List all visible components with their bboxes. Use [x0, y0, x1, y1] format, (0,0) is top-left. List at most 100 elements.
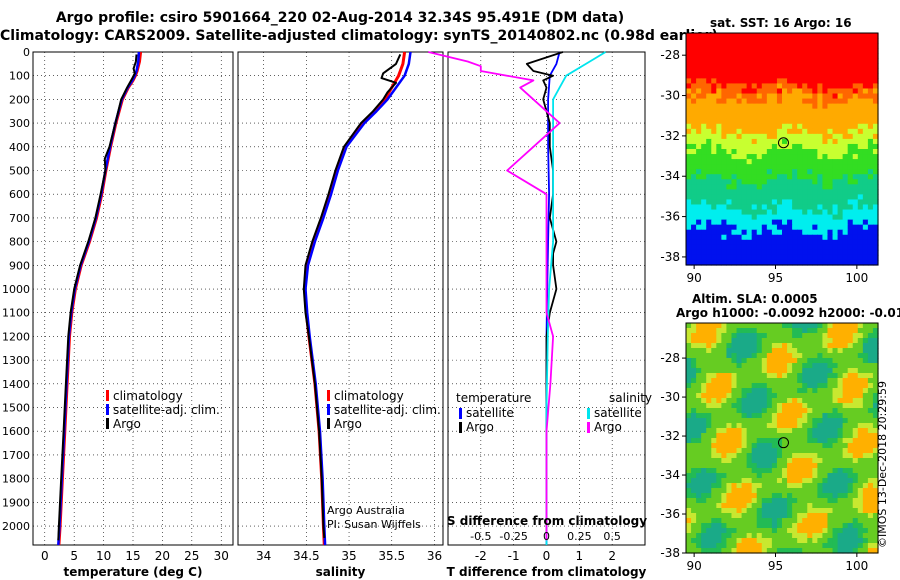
- x-tick-label: -1: [508, 549, 520, 563]
- top-x-tick-label: -0.25: [499, 530, 527, 543]
- top-x-tick-label: 0.25: [567, 530, 592, 543]
- y-tick-label: 1700: [2, 449, 30, 462]
- series-line-salinity-satellite: [545, 51, 607, 545]
- legend-swatch: [587, 408, 590, 419]
- series-line-argo: [302, 53, 402, 538]
- credit-line2: PI: Susan Wijffels: [327, 518, 421, 531]
- legend-label: Argo: [466, 420, 494, 434]
- chart-title-line1: Argo profile: csiro 5901664_220 02-Aug-2…: [55, 10, 625, 26]
- lon-tick-label: 95: [768, 559, 783, 573]
- x-tick-label: 34: [256, 549, 271, 563]
- lat-tick-label: -34: [660, 468, 680, 482]
- y-tick-label: 100: [9, 70, 30, 83]
- x-tick-label: 25: [184, 549, 199, 563]
- lat-tick-label: -38: [660, 546, 680, 560]
- x-tick-label: 15: [125, 549, 140, 563]
- lon-tick-label: 100: [845, 271, 868, 285]
- legend-label: Argo: [594, 420, 622, 434]
- y-tick-label: 200: [9, 93, 30, 106]
- sla-map-title2: Argo h1000: -0.0092 h2000: -0.019: [676, 306, 900, 320]
- sst-map-grid: [686, 33, 879, 266]
- lat-tick-label: -38: [660, 250, 680, 264]
- legend-swatch: [327, 390, 330, 401]
- y-tick-label: 1200: [2, 330, 30, 343]
- x-tick-label: 34.5: [293, 549, 320, 563]
- lat-tick-label: -36: [660, 507, 680, 521]
- legend-swatch: [459, 408, 462, 419]
- legend-swatch: [106, 404, 109, 415]
- y-tick-label: 1800: [2, 473, 30, 486]
- series-line-climatology: [57, 51, 143, 546]
- y-tick-label: 900: [9, 259, 30, 272]
- x-axis-label: T difference from climatology: [447, 565, 647, 579]
- legend-title-salinity: salinity: [609, 391, 652, 405]
- lon-tick-label: 90: [686, 271, 701, 285]
- x-tick-label: 35: [341, 549, 356, 563]
- chart-title-line2: Climatology: CARS2009. Satellite-adjuste…: [0, 28, 718, 44]
- lon-tick-label: 100: [845, 559, 868, 573]
- y-tick-label: 1900: [2, 496, 30, 509]
- series-line-argo: [57, 54, 138, 541]
- x-tick-label: 1: [576, 549, 584, 563]
- lat-tick-label: -28: [660, 48, 680, 62]
- y-tick-label: 600: [9, 188, 30, 201]
- argo-float-marker: [777, 137, 789, 149]
- x-tick-label: 20: [155, 549, 170, 563]
- top-x-tick-label: 0: [543, 530, 550, 543]
- y-tick-label: 1600: [2, 425, 30, 438]
- x-tick-label: 10: [96, 549, 111, 563]
- top-x-tick-label: 0.5: [603, 530, 621, 543]
- legend-swatch: [327, 404, 330, 415]
- legend-swatch: [106, 390, 109, 401]
- legend-swatch: [587, 422, 590, 433]
- x-tick-label: 2: [608, 549, 616, 563]
- legend-swatch: [106, 418, 109, 429]
- x-tick-label: 0: [543, 549, 551, 563]
- y-tick-label: 1500: [2, 402, 30, 415]
- y-tick-label: 400: [9, 141, 30, 154]
- lat-tick-label: -32: [660, 129, 680, 143]
- y-tick-label: 0: [23, 46, 30, 59]
- x-tick-label: 30: [214, 549, 229, 563]
- sla-map-frame: [685, 322, 879, 554]
- series-line-satellite-adj-clim-: [57, 51, 141, 546]
- y-tick-label: 1100: [2, 307, 30, 320]
- legend-label: satellite: [594, 406, 642, 420]
- series-line-climatology: [303, 51, 407, 546]
- sla-map-grid: [686, 323, 879, 554]
- panel-frame-2: [237, 51, 444, 546]
- y-tick-label: 1400: [2, 378, 30, 391]
- series-line-salinity-argo: [428, 51, 561, 541]
- x-axis-label: temperature (deg C): [64, 565, 203, 579]
- x-tick-label: 5: [70, 549, 78, 563]
- sla-map-title1: Altim. SLA: 0.0005: [692, 292, 818, 306]
- legend-label: satellite: [466, 406, 514, 420]
- y-tick-label: 300: [9, 117, 30, 130]
- lat-tick-label: -30: [660, 89, 680, 103]
- lon-tick-label: 90: [686, 559, 701, 573]
- y-tick-label: 700: [9, 212, 30, 225]
- top-x-tick-label: -0.5: [470, 530, 491, 543]
- x-axis-label: salinity: [316, 565, 366, 579]
- legend-swatch: [459, 422, 462, 433]
- legend-label: Argo: [113, 417, 141, 431]
- legend-label: Argo: [334, 417, 362, 431]
- argo-float-marker: [777, 437, 789, 449]
- y-tick-label: 1300: [2, 354, 30, 367]
- lat-tick-label: -36: [660, 210, 680, 224]
- legend-label: climatology: [113, 389, 183, 403]
- x-tick-label: -2: [475, 549, 487, 563]
- lat-tick-label: -30: [660, 390, 680, 404]
- top-x-axis-label: S difference from climatology: [447, 514, 647, 528]
- legend-label: satellite-adj. clim.: [334, 403, 441, 417]
- lon-tick-label: 95: [768, 271, 783, 285]
- x-tick-label: 35.5: [378, 549, 405, 563]
- sst-map-frame: [685, 32, 879, 266]
- lat-tick-label: -32: [660, 429, 680, 443]
- legend-label: climatology: [334, 389, 404, 403]
- y-tick-label: 500: [9, 165, 30, 178]
- legend-label: satellite-adj. clim.: [113, 403, 220, 417]
- lat-tick-label: -34: [660, 169, 680, 183]
- legend-swatch: [327, 418, 330, 429]
